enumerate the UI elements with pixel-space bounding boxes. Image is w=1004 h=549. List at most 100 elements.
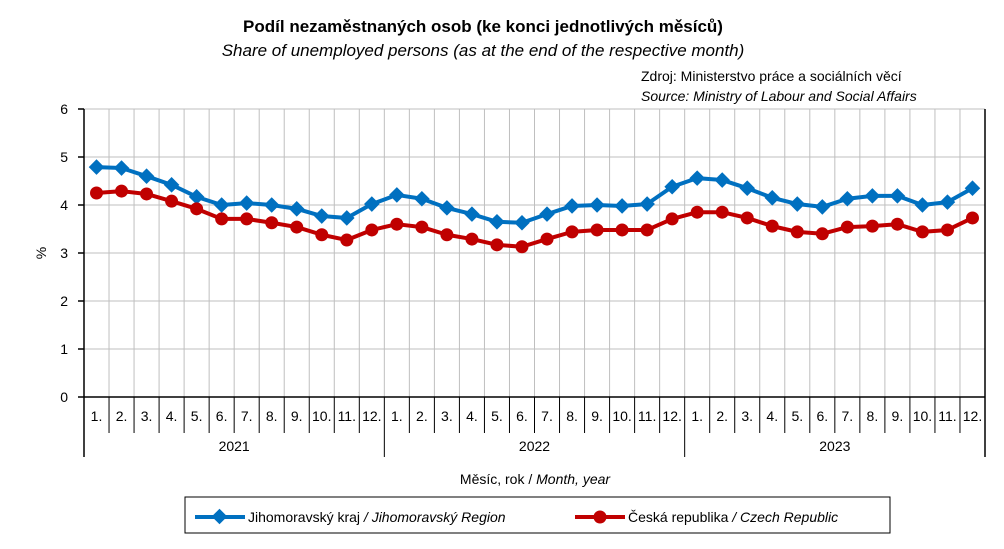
x-tick-label-year: 2021 xyxy=(219,438,250,454)
y-tick-label: 0 xyxy=(60,389,68,405)
data-point-jihomoravsky xyxy=(364,196,380,212)
x-tick-label-year: 2022 xyxy=(519,438,550,454)
data-point-ceska-republika xyxy=(265,216,279,230)
data-point-jihomoravsky xyxy=(614,198,630,214)
data-point-ceska-republika xyxy=(290,220,304,234)
x-tick-label-month: 5. xyxy=(491,408,503,424)
data-point-jihomoravsky xyxy=(714,172,730,188)
legend-label-cz: Česká republika xyxy=(628,509,729,525)
data-point-ceska-republika xyxy=(740,211,754,225)
data-point-ceska-republika xyxy=(940,223,954,237)
data-point-ceska-republika xyxy=(315,228,329,242)
x-tick-label-month: 7. xyxy=(541,408,553,424)
x-tick-label-month: 11. xyxy=(938,408,956,424)
x-tick-label-month: 12. xyxy=(963,408,982,424)
x-tick-label-month: 2. xyxy=(116,408,128,424)
data-point-ceska-republika xyxy=(690,205,704,219)
data-point-ceska-republika xyxy=(90,186,104,200)
data-point-jihomoravsky xyxy=(964,180,981,196)
data-point-ceska-republika xyxy=(540,232,554,246)
data-point-jihomoravsky xyxy=(414,190,430,207)
x-tick-label-month: 4. xyxy=(466,408,478,424)
x-axis-label-en: Month, year xyxy=(536,471,611,487)
data-point-ceska-republika xyxy=(665,212,679,226)
data-point-jihomoravsky xyxy=(188,189,205,205)
data-point-jihomoravsky xyxy=(88,159,105,175)
legend-box xyxy=(184,496,891,534)
x-tick-label-month: 10. xyxy=(312,408,331,424)
data-point-jihomoravsky xyxy=(564,198,580,214)
x-tick-label-month: 8. xyxy=(566,408,578,424)
data-point-ceska-republika xyxy=(340,233,354,247)
x-tick-label-month: 9. xyxy=(291,408,303,424)
data-point-jihomoravsky xyxy=(163,177,180,193)
x-axis-label-cz: Měsíc, rok / xyxy=(460,471,536,487)
x-tick-label-month: 5. xyxy=(791,408,803,424)
x-tick-label-month: 1. xyxy=(691,408,703,424)
data-point-ceska-republika xyxy=(590,223,604,237)
data-point-jihomoravsky xyxy=(339,210,355,226)
x-tick-label-month: 2. xyxy=(416,408,428,424)
data-point-jihomoravsky xyxy=(864,188,881,204)
data-point-jihomoravsky xyxy=(739,180,756,196)
data-point-jihomoravsky xyxy=(113,160,130,176)
legend-label-cz: Jihomoravský kraj xyxy=(248,509,360,525)
x-tick-label-month: 10. xyxy=(612,408,631,424)
x-tick-label-month: 6. xyxy=(516,408,528,424)
data-point-jihomoravsky xyxy=(464,206,480,222)
svg-text:Česká republika / Czech Republ: Česká republika / Czech Republic xyxy=(628,509,838,525)
x-tick-label-month: 5. xyxy=(191,408,203,424)
data-point-jihomoravsky xyxy=(539,206,555,222)
y-tick-label: 3 xyxy=(60,245,68,261)
data-point-jihomoravsky xyxy=(138,168,155,184)
data-point-jihomoravsky xyxy=(213,197,230,213)
x-tick-label-month: 9. xyxy=(892,408,904,424)
data-point-ceska-republika xyxy=(515,240,529,254)
data-point-jihomoravsky xyxy=(288,201,305,217)
data-point-ceska-republika xyxy=(915,225,929,239)
data-point-ceska-republika xyxy=(790,225,804,239)
data-point-jihomoravsky xyxy=(313,208,330,224)
legend-label-en: / Czech Republic xyxy=(728,509,838,525)
data-point-jihomoravsky xyxy=(939,194,956,210)
x-tick-label-month: 6. xyxy=(816,408,828,424)
data-point-ceska-republika xyxy=(140,187,154,201)
legend-item-ceska-republika: Česká republika / Czech Republic xyxy=(575,509,838,525)
x-tick-label-year: 2023 xyxy=(819,438,850,454)
data-point-jihomoravsky xyxy=(238,195,255,211)
x-tick-label-month: 2. xyxy=(716,408,728,424)
data-point-jihomoravsky xyxy=(764,190,781,206)
data-point-ceska-republika xyxy=(965,211,979,225)
chart-title: Podíl nezaměstnaných osob (ke konci jedn… xyxy=(243,17,723,36)
data-point-ceska-republika xyxy=(390,217,404,231)
data-point-jihomoravsky xyxy=(889,188,906,204)
data-point-jihomoravsky xyxy=(439,200,455,216)
x-tick-label-month: 1. xyxy=(391,408,403,424)
data-point-ceska-republika xyxy=(890,217,904,231)
x-tick-label-month: 11. xyxy=(638,408,656,424)
x-axis-label: Měsíc, rok / Month, year xyxy=(460,471,611,487)
x-tick-label-month: 10. xyxy=(913,408,932,424)
data-point-ceska-republika xyxy=(840,220,854,234)
data-point-ceska-republika xyxy=(865,219,879,233)
data-point-jihomoravsky xyxy=(814,199,831,215)
x-tick-label-month: 8. xyxy=(867,408,879,424)
legend-item-jihomoravsky: Jihomoravský kraj / Jihomoravský Region xyxy=(195,508,506,525)
data-point-ceska-republika xyxy=(715,205,729,219)
data-point-ceska-republika xyxy=(190,202,204,216)
y-tick-label: 4 xyxy=(60,197,68,213)
x-tick-label-month: 12. xyxy=(362,408,381,424)
data-point-jihomoravsky xyxy=(689,170,705,186)
x-tick-label-month: 4. xyxy=(766,408,778,424)
data-point-jihomoravsky xyxy=(914,197,931,213)
y-tick-label: 1 xyxy=(60,341,68,357)
data-point-jihomoravsky xyxy=(639,196,655,212)
y-tick-label: 6 xyxy=(60,101,68,117)
data-point-ceska-republika xyxy=(115,184,129,198)
data-point-ceska-republika xyxy=(490,238,504,252)
data-point-ceska-republika xyxy=(415,220,429,234)
data-point-ceska-republika xyxy=(615,223,629,237)
data-point-ceska-republika xyxy=(765,219,779,233)
x-tick-label-month: 6. xyxy=(216,408,228,424)
data-point-jihomoravsky xyxy=(263,197,280,213)
